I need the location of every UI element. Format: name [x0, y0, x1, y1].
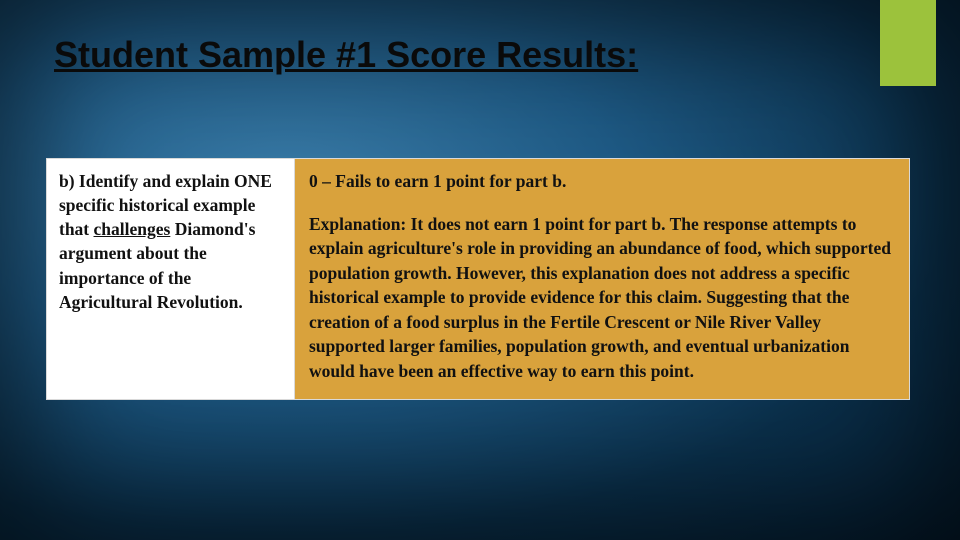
score-table: b) Identify and explain ONE specific his…: [46, 158, 910, 400]
score-line: 0 – Fails to earn 1 point for part b.: [309, 169, 895, 194]
explanation-text: Explanation: It does not earn 1 point fo…: [309, 212, 895, 384]
prompt-text: b) Identify and explain ONE specific his…: [59, 169, 282, 314]
score-cell: 0 – Fails to earn 1 point for part b. Ex…: [295, 159, 909, 399]
accent-bar: [880, 0, 936, 86]
slide-title: Student Sample #1 Score Results:: [54, 34, 638, 76]
prompt-underlined-word: challenges: [94, 219, 171, 239]
prompt-cell: b) Identify and explain ONE specific his…: [47, 159, 295, 399]
